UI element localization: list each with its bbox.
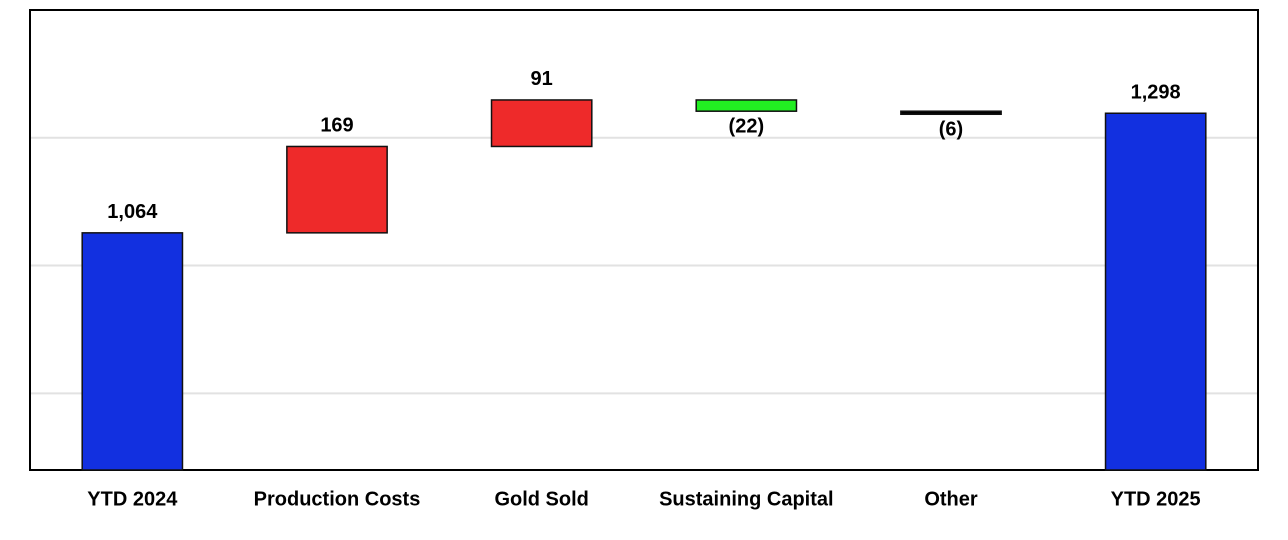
x-tick-label: Production Costs [254, 488, 421, 510]
value-label: (22) [729, 115, 765, 137]
value-label: 1,064 [107, 201, 158, 223]
value-label: 169 [320, 115, 353, 137]
bar [900, 110, 1002, 116]
x-tick-label: YTD 2024 [87, 488, 178, 510]
x-tick-label: YTD 2025 [1111, 488, 1201, 510]
x-tick-label: Gold Sold [494, 488, 588, 510]
bar [695, 99, 798, 112]
x-tick-label: Sustaining Capital [659, 488, 833, 510]
bar [286, 145, 388, 234]
bar [1104, 112, 1207, 471]
bar [81, 232, 184, 471]
x-tick-label: Other [924, 488, 978, 510]
value-label: (6) [939, 119, 963, 141]
plot-frame [29, 9, 1259, 471]
value-label: 91 [531, 68, 553, 90]
value-label: 1,298 [1131, 82, 1181, 104]
bar [490, 99, 593, 148]
